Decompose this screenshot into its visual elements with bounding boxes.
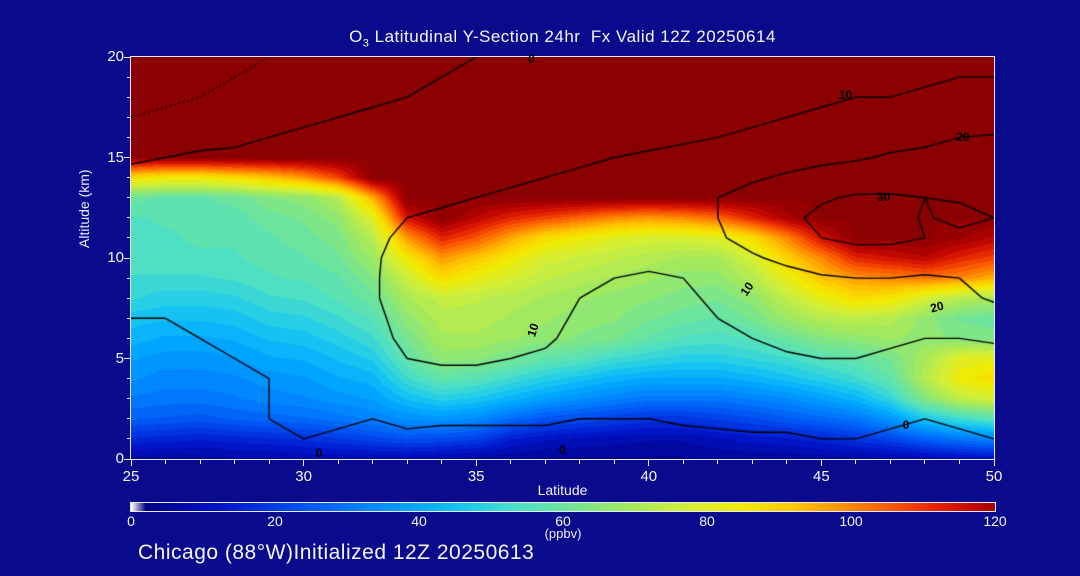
x-axis-title: Latitude: [537, 482, 588, 498]
y-tick-mark: [127, 237, 130, 239]
x-tick-label: 40: [640, 468, 658, 485]
x-tick-mark: [855, 460, 857, 464]
plot-title-text: Latitudinal Y-Section 24hr Fx Valid 12Z …: [369, 27, 776, 46]
x-tick-mark: [475, 460, 477, 466]
colorbar-tick-label: 0: [127, 513, 135, 529]
colorbar-tick-label: 120: [983, 513, 1007, 529]
x-tick-mark: [510, 460, 512, 464]
y-tick-mark: [124, 56, 130, 58]
x-tick-mark: [234, 460, 236, 464]
y-tick-mark: [127, 96, 130, 98]
x-tick-label: 30: [295, 468, 312, 485]
y-tick-mark: [127, 418, 130, 420]
y-tick-mark: [124, 358, 130, 359]
y-tick-mark: [127, 378, 130, 380]
x-tick-mark: [441, 460, 443, 464]
contour-label: 0: [902, 417, 910, 432]
y-tick-mark: [127, 297, 130, 299]
plot-title-species: O: [349, 27, 363, 46]
y-tick-mark: [124, 157, 130, 158]
contour-label: 30: [876, 189, 891, 204]
contour-label: 0: [528, 52, 535, 66]
x-tick-mark: [717, 460, 719, 464]
contour-label: 10: [838, 88, 853, 103]
x-tick-mark: [682, 460, 684, 464]
x-tick-label: 45: [813, 468, 830, 485]
x-tick-mark: [406, 460, 408, 464]
x-tick-mark: [820, 460, 822, 466]
y-tick-mark: [127, 317, 130, 319]
x-tick-mark: [372, 460, 374, 464]
x-tick-mark: [786, 460, 788, 464]
y-tick-label: 15: [107, 148, 124, 166]
contour-label: 0: [559, 442, 566, 457]
x-tick-label: 35: [467, 468, 485, 485]
y-tick-label: 10: [107, 249, 124, 266]
contour-label: 20: [956, 130, 970, 145]
colorbar-tick-label: 80: [699, 513, 715, 529]
x-tick-mark: [751, 460, 753, 464]
y-tick-mark: [124, 257, 130, 259]
y-tick-mark: [127, 177, 130, 179]
y-tick-label: 0: [115, 450, 124, 467]
x-tick-mark: [544, 460, 546, 464]
x-tick-mark: [337, 460, 339, 464]
x-tick-mark: [889, 460, 891, 464]
colorbar: [130, 502, 996, 512]
y-tick-mark: [127, 116, 130, 118]
x-tick-mark: [268, 460, 270, 464]
y-tick-mark: [127, 438, 130, 440]
plot-title: O3 Latitudinal Y-Section 24hr Fx Valid 1…: [131, 27, 994, 49]
y-tick-mark: [127, 76, 130, 78]
colorbar-tick-label: 20: [267, 513, 283, 529]
y-tick-mark: [127, 337, 130, 339]
y-tick-mark: [127, 277, 130, 279]
x-tick-label: 25: [122, 468, 140, 485]
y-tick-label: 20: [107, 48, 124, 65]
contour-plot-canvas: [131, 57, 994, 459]
y-tick-mark: [127, 217, 130, 219]
x-tick-mark: [648, 460, 650, 466]
contour-label: 0: [315, 445, 323, 460]
colorbar-tick-label: 100: [839, 513, 863, 529]
plot-title-subscript: 3: [362, 37, 370, 50]
x-tick-mark: [958, 460, 960, 464]
x-tick-mark: [579, 460, 581, 464]
x-tick-mark: [130, 460, 132, 466]
y-tick-mark: [124, 458, 130, 460]
x-tick-mark: [303, 460, 305, 466]
colorbar-tick-label: 60: [555, 513, 571, 529]
x-tick-label: 50: [985, 468, 1003, 485]
x-tick-mark: [613, 460, 615, 464]
y-tick-mark: [127, 136, 130, 138]
plot-area: [130, 56, 995, 460]
x-tick-mark: [924, 460, 926, 464]
colorbar-units: (ppbv): [544, 526, 582, 541]
y-tick-mark: [127, 398, 130, 400]
x-tick-mark: [165, 460, 167, 464]
x-tick-mark: [993, 460, 995, 466]
x-tick-mark: [199, 460, 201, 464]
y-tick-mark: [127, 197, 130, 199]
colorbar-tick-label: 40: [411, 513, 427, 529]
footer-station-init-text: Chicago (88°W)Initialized 12Z 20250613: [138, 541, 535, 564]
y-tick-label: 5: [115, 349, 124, 367]
